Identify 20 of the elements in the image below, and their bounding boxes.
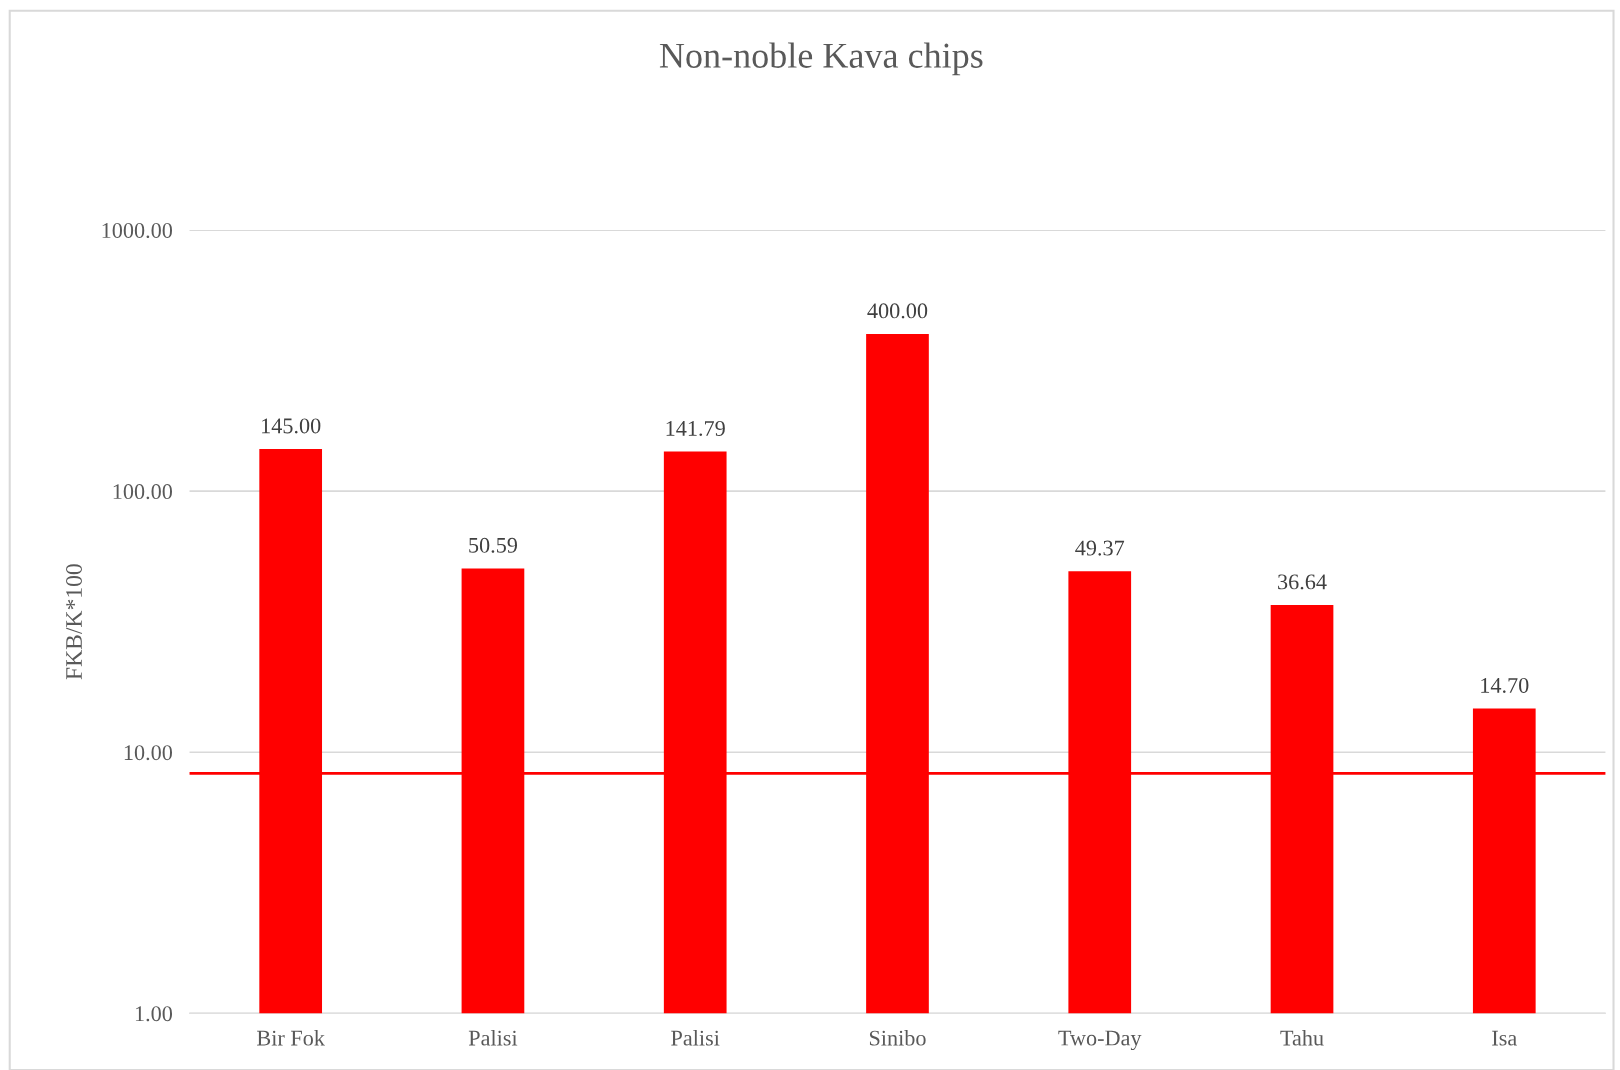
- x-tick-label: Two-Day: [1058, 1030, 1142, 1051]
- data-label: 50.59: [469, 537, 518, 553]
- y-tick-label: 1.00: [135, 1006, 173, 1022]
- data-label: 49.37: [1075, 540, 1125, 556]
- data-label: 400.00: [867, 303, 928, 319]
- data-label: 14.70: [1481, 677, 1529, 693]
- x-tick-label: Bir Fok: [257, 1029, 325, 1046]
- y-tick-label: 10.00: [124, 745, 173, 761]
- x-tick-label: Palisi: [671, 1029, 720, 1046]
- data-label: 141.79: [666, 420, 725, 437]
- chart-title: Non-noble Kava chips: [659, 42, 983, 76]
- data-label: 145.00: [262, 418, 321, 434]
- x-tick-label: Tahu: [1280, 1029, 1324, 1046]
- y-tick-label: 1000.00: [102, 222, 173, 239]
- x-tick-label: Sinibo: [869, 1029, 926, 1046]
- y-axis-title: FKB/K*100: [66, 564, 82, 680]
- y-tick-label: 100.00: [113, 484, 173, 500]
- x-tick-label: Isa: [1492, 1030, 1517, 1046]
- data-label: 36.64: [1278, 574, 1327, 590]
- x-tick-label: Palisi: [468, 1029, 518, 1046]
